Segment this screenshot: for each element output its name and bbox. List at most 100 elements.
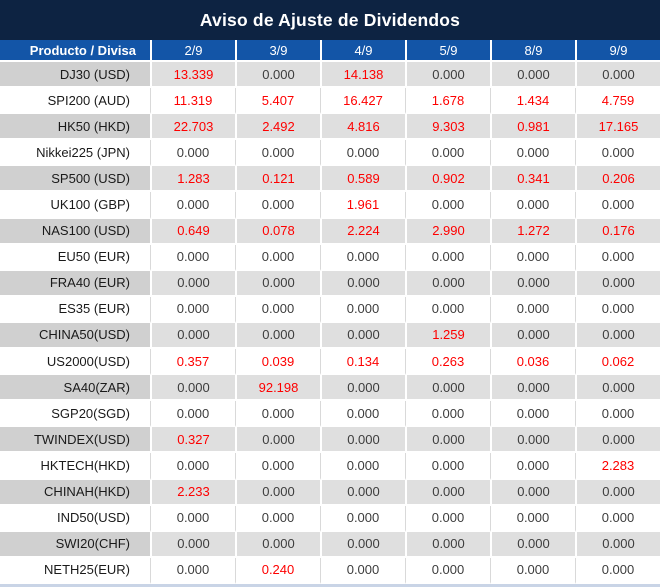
product-cell: HK50 (HKD) [0, 114, 150, 141]
value-cell: 0.000 [490, 140, 575, 167]
value-cell: 0.000 [575, 427, 660, 454]
value-cell: 0.263 [405, 349, 490, 376]
value-cell: 0.000 [235, 296, 320, 323]
value-cell: 22.703 [150, 114, 235, 141]
value-cell: 0.000 [405, 401, 490, 428]
value-cell: 0.000 [490, 531, 575, 558]
column-header: 9/9 [575, 40, 660, 62]
page-title: Aviso de Ajuste de Dividendos [199, 9, 461, 30]
dividends-table: Producto / Divisa 2/9 3/9 4/9 5/9 8/9 9/9 DJ30… [0, 40, 660, 584]
table-row: SGP20(SGD) 0.000 0.000 0.000 0.000 0.000 0.000 [0, 401, 660, 428]
column-header: Producto / Divisa [0, 40, 150, 62]
value-cell: 0.000 [150, 322, 235, 350]
value-cell: 0.000 [150, 453, 235, 480]
value-cell: 0.000 [405, 140, 490, 167]
table-row: NAS100 (USD) 0.649 0.078 2.224 2.990 1.272 0.1… [0, 218, 660, 245]
value-cell: 0.000 [320, 140, 405, 167]
product-cell: TWINDEX(USD) [0, 427, 150, 454]
table-row: ES35 (EUR) 0.000 0.000 0.000 0.000 0.000 0.000 [0, 296, 660, 323]
value-cell: 0.000 [320, 322, 405, 350]
value-cell: 0.000 [490, 244, 575, 271]
value-cell: 0.000 [575, 296, 660, 323]
value-cell: 1.678 [405, 88, 490, 115]
table-row: HKTECH(HKD) 0.000 0.000 0.000 0.000 0.000 2.28… [0, 453, 660, 480]
product-cell: IND50(USD) [0, 505, 150, 532]
value-cell: 0.000 [320, 427, 405, 454]
value-cell: 16.427 [320, 88, 405, 115]
value-cell: 14.138 [320, 62, 405, 89]
value-cell: 0.000 [235, 322, 320, 350]
value-cell: 17.165 [575, 114, 660, 141]
column-header: 8/9 [490, 40, 575, 62]
value-cell: 0.000 [490, 479, 575, 506]
value-cell: 0.000 [150, 296, 235, 323]
value-cell: 0.134 [320, 349, 405, 376]
value-cell: 0.649 [150, 218, 235, 245]
product-cell: CHINA50(USD) [0, 322, 150, 350]
value-cell: 0.078 [235, 218, 320, 245]
title-bar: Aviso de Ajuste de Dividendos [0, 0, 660, 40]
value-cell: 0.000 [235, 140, 320, 167]
product-cell: CHINAH(HKD) [0, 479, 150, 506]
value-cell: 0.000 [235, 531, 320, 558]
value-cell: 0.000 [575, 401, 660, 428]
value-cell: 0.000 [405, 244, 490, 271]
table-row: FRA40 (EUR) 0.000 0.000 0.000 0.000 0.000 0.00… [0, 270, 660, 297]
value-cell: 0.000 [490, 453, 575, 480]
product-cell: Nikkei225 (JPN) [0, 140, 150, 167]
value-cell: 0.000 [150, 270, 235, 297]
value-cell: 0.000 [490, 375, 575, 402]
value-cell: 2.492 [235, 114, 320, 141]
value-cell: 0.000 [490, 270, 575, 297]
table-row: SWI20(CHF) 0.000 0.000 0.000 0.000 0.000 0.000 [0, 531, 660, 558]
value-cell: 0.000 [405, 479, 490, 506]
table-row: DJ30 (USD) 13.339 0.000 14.138 0.000 0.000 0.0… [0, 62, 660, 89]
value-cell: 5.407 [235, 88, 320, 115]
value-cell: 0.000 [235, 427, 320, 454]
value-cell: 0.121 [235, 166, 320, 193]
value-cell: 0.000 [320, 296, 405, 323]
value-cell: 0.000 [575, 479, 660, 506]
value-cell: 0.000 [490, 557, 575, 584]
product-cell: SGP20(SGD) [0, 401, 150, 428]
table-row: SPI200 (AUD) 11.319 5.407 16.427 1.678 1.434 4… [0, 88, 660, 115]
value-cell: 11.319 [150, 88, 235, 115]
column-header: 2/9 [150, 40, 235, 62]
product-cell: NAS100 (USD) [0, 218, 150, 245]
value-cell: 0.062 [575, 349, 660, 376]
product-cell: US2000(USD) [0, 349, 150, 376]
value-cell: 0.000 [575, 244, 660, 271]
value-cell: 0.000 [150, 192, 235, 219]
value-cell: 0.000 [405, 296, 490, 323]
value-cell: 0.341 [490, 166, 575, 193]
value-cell: 0.000 [150, 401, 235, 428]
value-cell: 9.303 [405, 114, 490, 141]
value-cell: 1.283 [150, 166, 235, 193]
table-body: DJ30 (USD) 13.339 0.000 14.138 0.000 0.000 0.0… [0, 62, 660, 584]
value-cell: 0.589 [320, 166, 405, 193]
product-cell: ES35 (EUR) [0, 296, 150, 323]
value-cell: 0.000 [235, 479, 320, 506]
value-cell: 1.961 [320, 192, 405, 219]
value-cell: 0.000 [235, 401, 320, 428]
value-cell: 0.000 [320, 479, 405, 506]
value-cell: 0.000 [575, 557, 660, 584]
value-cell: 0.240 [235, 557, 320, 584]
value-cell: 0.000 [405, 531, 490, 558]
product-cell: SA40(ZAR) [0, 375, 150, 402]
value-cell: 2.233 [150, 479, 235, 506]
value-cell: 0.000 [575, 270, 660, 297]
value-cell: 1.259 [405, 322, 490, 350]
product-cell: SP500 (USD) [0, 166, 150, 193]
value-cell: 0.327 [150, 427, 235, 454]
value-cell: 13.339 [150, 62, 235, 89]
value-cell: 0.000 [235, 244, 320, 271]
value-cell: 0.000 [405, 453, 490, 480]
value-cell: 4.759 [575, 88, 660, 115]
table-row: EU50 (EUR) 0.000 0.000 0.000 0.000 0.000 0.000 [0, 244, 660, 271]
value-cell: 0.000 [490, 505, 575, 532]
value-cell: 0.000 [575, 322, 660, 350]
value-cell: 0.206 [575, 166, 660, 193]
value-cell: 0.000 [405, 557, 490, 584]
value-cell: 0.036 [490, 349, 575, 376]
